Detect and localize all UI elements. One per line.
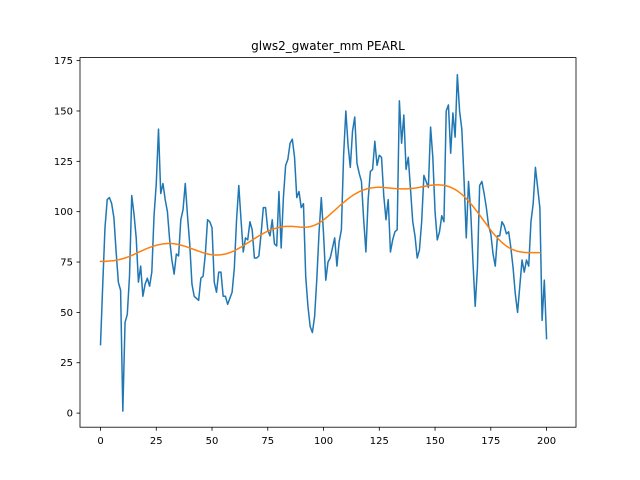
y-tick-label: 150 [54, 106, 73, 117]
axes-background [80, 57, 576, 428]
x-tick-label: 200 [537, 436, 556, 447]
x-tick-label: 175 [481, 436, 500, 447]
x-tick-label: 50 [206, 436, 219, 447]
axes-frame [79, 57, 577, 428]
y-tick-label: 75 [60, 258, 73, 269]
series-layer [99, 73, 548, 412]
plot-area: 0 25 50 75 100 125 150 175 200 0 25 50 75 100 125 150 1… [54, 56, 577, 447]
y-tick-label: 100 [54, 207, 73, 218]
y-tick-label: 175 [54, 56, 73, 67]
y-tick-label: 125 [54, 157, 73, 168]
chart-title: glws2_gwater_mm PEARL [251, 39, 405, 53]
y-tick-label: 25 [60, 358, 73, 369]
x-tick-label: 100 [314, 436, 333, 447]
x-tick-label: 75 [261, 436, 274, 447]
y-tick-label: 0 [67, 409, 73, 420]
x-tick-label: 25 [150, 436, 163, 447]
series-line-2 [99, 184, 541, 263]
x-axis: 0 25 50 75 100 125 150 175 200 [97, 427, 556, 447]
x-tick-label: 125 [370, 436, 389, 447]
y-tick-label: 50 [60, 308, 73, 319]
series-line-1 [99, 73, 548, 412]
y-axis: 0 25 50 75 100 125 150 175 [54, 56, 80, 420]
x-tick-label: 0 [97, 436, 103, 447]
x-tick-label: 150 [426, 436, 445, 447]
